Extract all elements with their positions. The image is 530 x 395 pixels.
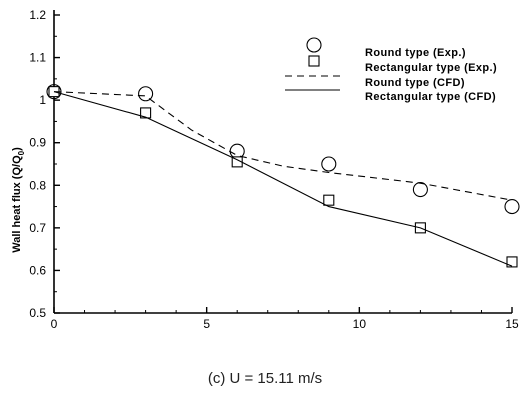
axes <box>53 10 512 314</box>
series-layer <box>46 84 520 268</box>
legend-item-round-type-cfd: Round type (CFD) <box>285 75 465 89</box>
y-tick-label: 1.2 <box>29 8 46 22</box>
legend-label: Rectangular type (Exp.) <box>365 62 497 74</box>
y-axis-label: Wall heat flux (Q/Q0) <box>11 147 26 253</box>
legend-symbol-square <box>308 55 320 67</box>
x-tick-label: 0 <box>51 317 58 331</box>
y-tick-label: 0.7 <box>29 221 46 235</box>
series-line <box>53 91 513 267</box>
y-tick-label: 0.5 <box>29 306 46 320</box>
chart-caption: (c) U = 15.11 m/s <box>207 370 323 387</box>
chart: 0.5 0.6 0.7 0.8 0.9 1 1.1 1.2 0 5 10 15 Wall heat … <box>11 8 520 331</box>
y-tick-label: 1 <box>39 93 46 107</box>
x-tick-label: 5 <box>203 317 210 331</box>
y-tick-label: 1.1 <box>29 51 46 65</box>
y-tick-label: 0.8 <box>29 178 46 192</box>
legend-symbol-circle <box>306 37 322 53</box>
data-point-circle <box>321 156 337 172</box>
y-ticks: 0.5 0.6 0.7 0.8 0.9 1 1.1 1.2 <box>29 8 60 320</box>
y-tick-label: 0.6 <box>29 263 46 277</box>
data-point-square <box>140 107 152 119</box>
data-point-square <box>323 194 335 206</box>
series-rectangular-type-exp <box>48 86 518 268</box>
data-point-square <box>506 256 518 268</box>
legend-item-round-type-exp: Round type (Exp.) <box>306 37 466 59</box>
series-round-type-cfd <box>53 91 513 201</box>
data-point-circle <box>138 86 154 102</box>
series-rectangular-type-cfd <box>53 91 513 267</box>
data-point-circle <box>504 199 520 215</box>
x-ticks: 0 5 10 15 <box>51 307 519 331</box>
legend-label: Rectangular type (CFD) <box>365 91 496 103</box>
data-point-circle <box>412 181 428 198</box>
series-line <box>53 91 513 201</box>
legend-item-rectangular-type-exp: Rectangular type (Exp.) <box>308 55 497 74</box>
legend-label: Round type (CFD) <box>365 77 465 89</box>
y-tick-label: 0.9 <box>29 136 46 150</box>
legend-label: Round type (Exp.) <box>365 47 466 59</box>
x-tick-label: 10 <box>353 317 367 331</box>
legend: Round type (Exp.) Rectangular type (Exp.)… <box>285 37 497 103</box>
series-round-type-exp <box>46 84 520 215</box>
x-tick-label: 15 <box>505 317 519 331</box>
legend-item-rectangular-type-cfd: Rectangular type (CFD) <box>285 89 496 103</box>
